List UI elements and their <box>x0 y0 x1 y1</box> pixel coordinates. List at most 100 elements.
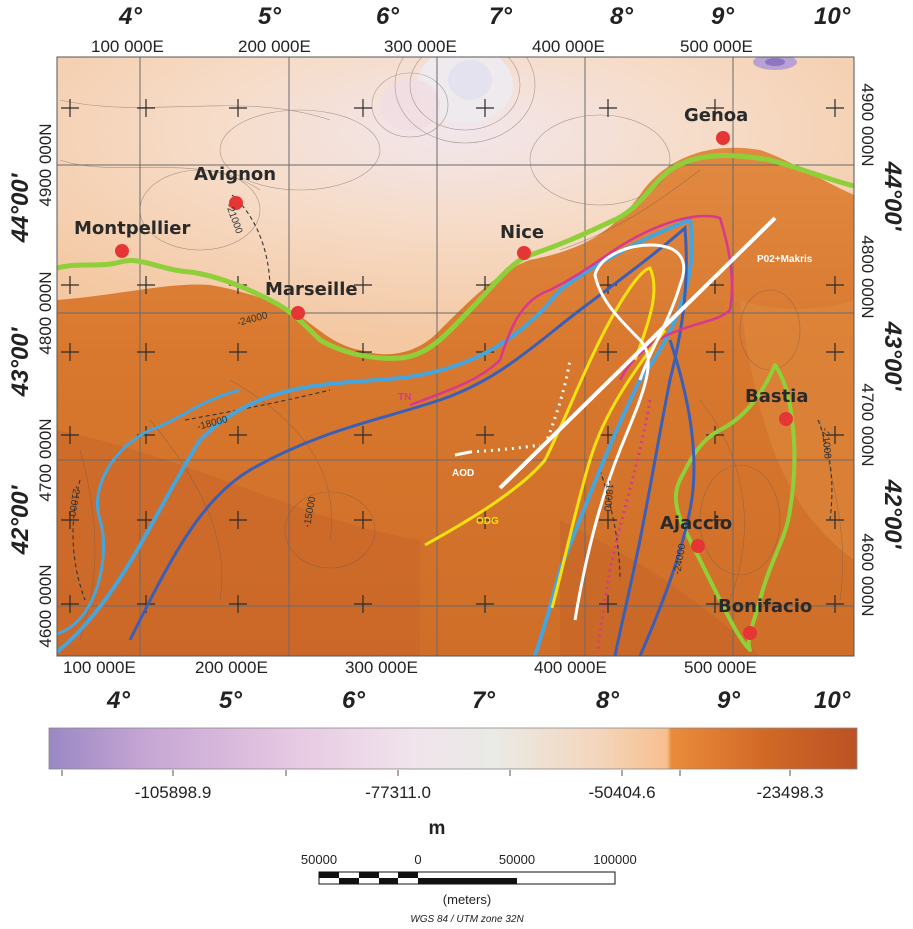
top-degree-label: 8° <box>610 3 633 30</box>
graticule-cross <box>826 511 844 529</box>
graticule-cross <box>706 343 724 361</box>
right-utm-label: 4600 000N <box>858 533 877 616</box>
right-degree-label: 42°00' <box>879 479 906 550</box>
colorbar: -105898.9 -77311.0 -50404.6 -23498.3 m <box>48 727 858 839</box>
graticule-cross <box>706 511 724 529</box>
graticule-cross <box>599 511 617 529</box>
contour-label: -21000 <box>66 484 82 517</box>
top-degree-label: 7° <box>489 3 512 30</box>
cyan-line-west <box>57 388 241 636</box>
top-utm-label: 200 000E <box>238 37 311 56</box>
left-utm-label: 4900 000N <box>36 123 55 206</box>
city-montpellier: Montpellier <box>74 218 191 239</box>
top-degree-label: 6° <box>376 3 399 30</box>
bottom-utm-label: 500 000E <box>684 658 757 677</box>
graticule-cross <box>826 99 844 117</box>
graticule-cross <box>599 99 617 117</box>
graticule-cross <box>61 99 79 117</box>
graticule-cross <box>61 511 79 529</box>
blue-line <box>128 224 688 656</box>
colorbar-ticks <box>61 770 791 776</box>
graticule-cross <box>354 511 372 529</box>
graticule-cross <box>826 426 844 444</box>
contour-label: -21000 <box>819 427 833 459</box>
city-bonifacio: Bonifacio <box>718 596 812 617</box>
top-utm-label: 500 000E <box>680 37 753 56</box>
colorbar-tick-label: -50404.6 <box>588 783 655 802</box>
scalebar-number: 100000 <box>593 852 636 867</box>
projection-label: WGS 84 / UTM zone 32N <box>410 914 524 925</box>
graticule-cross <box>61 343 79 361</box>
contour-label: -18000 <box>601 480 615 512</box>
label-tn: TN <box>398 392 411 403</box>
right-degree-label: 44°00' <box>879 161 906 232</box>
graticule-cross <box>354 99 372 117</box>
graticule-cross <box>229 426 247 444</box>
bottom-degree-label: 8° <box>596 687 619 714</box>
colorbar-unit: m <box>429 818 446 839</box>
graticule-cross <box>137 276 155 294</box>
graticule-cross <box>599 595 617 613</box>
city-marseille: Marseille <box>265 279 358 300</box>
colorbar-tick-label: -77311.0 <box>365 783 431 802</box>
city-avignon: Avignon <box>194 164 276 185</box>
city-genoa: Genoa <box>684 105 748 126</box>
top-degree-label: 4° <box>118 3 142 30</box>
graticule-cross <box>476 511 494 529</box>
bottom-degree-label: 9° <box>717 687 740 714</box>
graticule-cross <box>826 276 844 294</box>
light-massif-core <box>448 60 492 100</box>
bottom-degree-label: 6° <box>342 687 365 714</box>
corsica-patch <box>740 300 854 560</box>
label-odg: ODG <box>476 516 499 527</box>
top-utm-label: 100 000E <box>91 37 164 56</box>
graticule-cross <box>229 595 247 613</box>
land-background <box>57 57 854 355</box>
bottom-degree-label: 10° <box>814 687 851 714</box>
graticule-cross <box>229 99 247 117</box>
city-ajaccio: Ajaccio <box>660 513 732 534</box>
graticule-cross <box>61 595 79 613</box>
top-utm-label: 400 000E <box>532 37 605 56</box>
corsica-coastline <box>673 363 797 652</box>
map-area: Genoa Avignon Montpellier Nice Marseille… <box>57 57 854 656</box>
colorbar-tick-label: -105898.9 <box>135 783 212 802</box>
map-frame <box>56 56 855 657</box>
graticule-cross <box>826 595 844 613</box>
white-dotted-line <box>543 359 572 446</box>
city-markers <box>115 131 793 640</box>
graticule-cross <box>229 511 247 529</box>
graticule-cross <box>826 343 844 361</box>
graticule-cross <box>137 99 155 117</box>
top-degree-label: 10° <box>814 3 851 30</box>
graticule-cross <box>476 99 494 117</box>
right-degree-label: 43°00' <box>879 321 906 392</box>
graticule-cross <box>61 426 79 444</box>
bottom-utm-label: 200 000E <box>195 658 268 677</box>
bottom-degree-label: 7° <box>472 687 495 714</box>
left-axis: 44°00' 43°00' 42°00' 4900 000N 4800 000N… <box>7 123 55 647</box>
contour-label: -24000 <box>672 543 688 576</box>
graticule-cross <box>706 99 724 117</box>
dark-patch-sw <box>57 430 420 656</box>
profile-p02 <box>498 216 777 490</box>
graticule-cross <box>354 595 372 613</box>
scalebar-blocks <box>319 872 517 884</box>
left-utm-label: 4600 000N <box>36 564 55 647</box>
graticule-cross <box>229 343 247 361</box>
left-degree-label: 42°00' <box>7 484 34 555</box>
graticule-cross <box>476 595 494 613</box>
graticule-cross <box>354 426 372 444</box>
dark-patch-s <box>560 520 760 656</box>
scale-bar: 50000 0 50000 100000 (meters) WGS 84 / U… <box>301 852 637 925</box>
yellow-line-2 <box>550 329 667 609</box>
top-utm-label: 300 000E <box>384 37 457 56</box>
top-axis: 4° 5° 6° 7° 8° 9° 10° 100 000E 200 000E … <box>91 3 851 56</box>
left-utm-label: 4700 000N <box>36 418 55 501</box>
graticule-cross <box>137 343 155 361</box>
graticule-cross <box>476 426 494 444</box>
scalebar-number: 50000 <box>499 852 535 867</box>
left-degree-label: 43°00' <box>7 326 34 397</box>
coastline <box>57 153 854 361</box>
